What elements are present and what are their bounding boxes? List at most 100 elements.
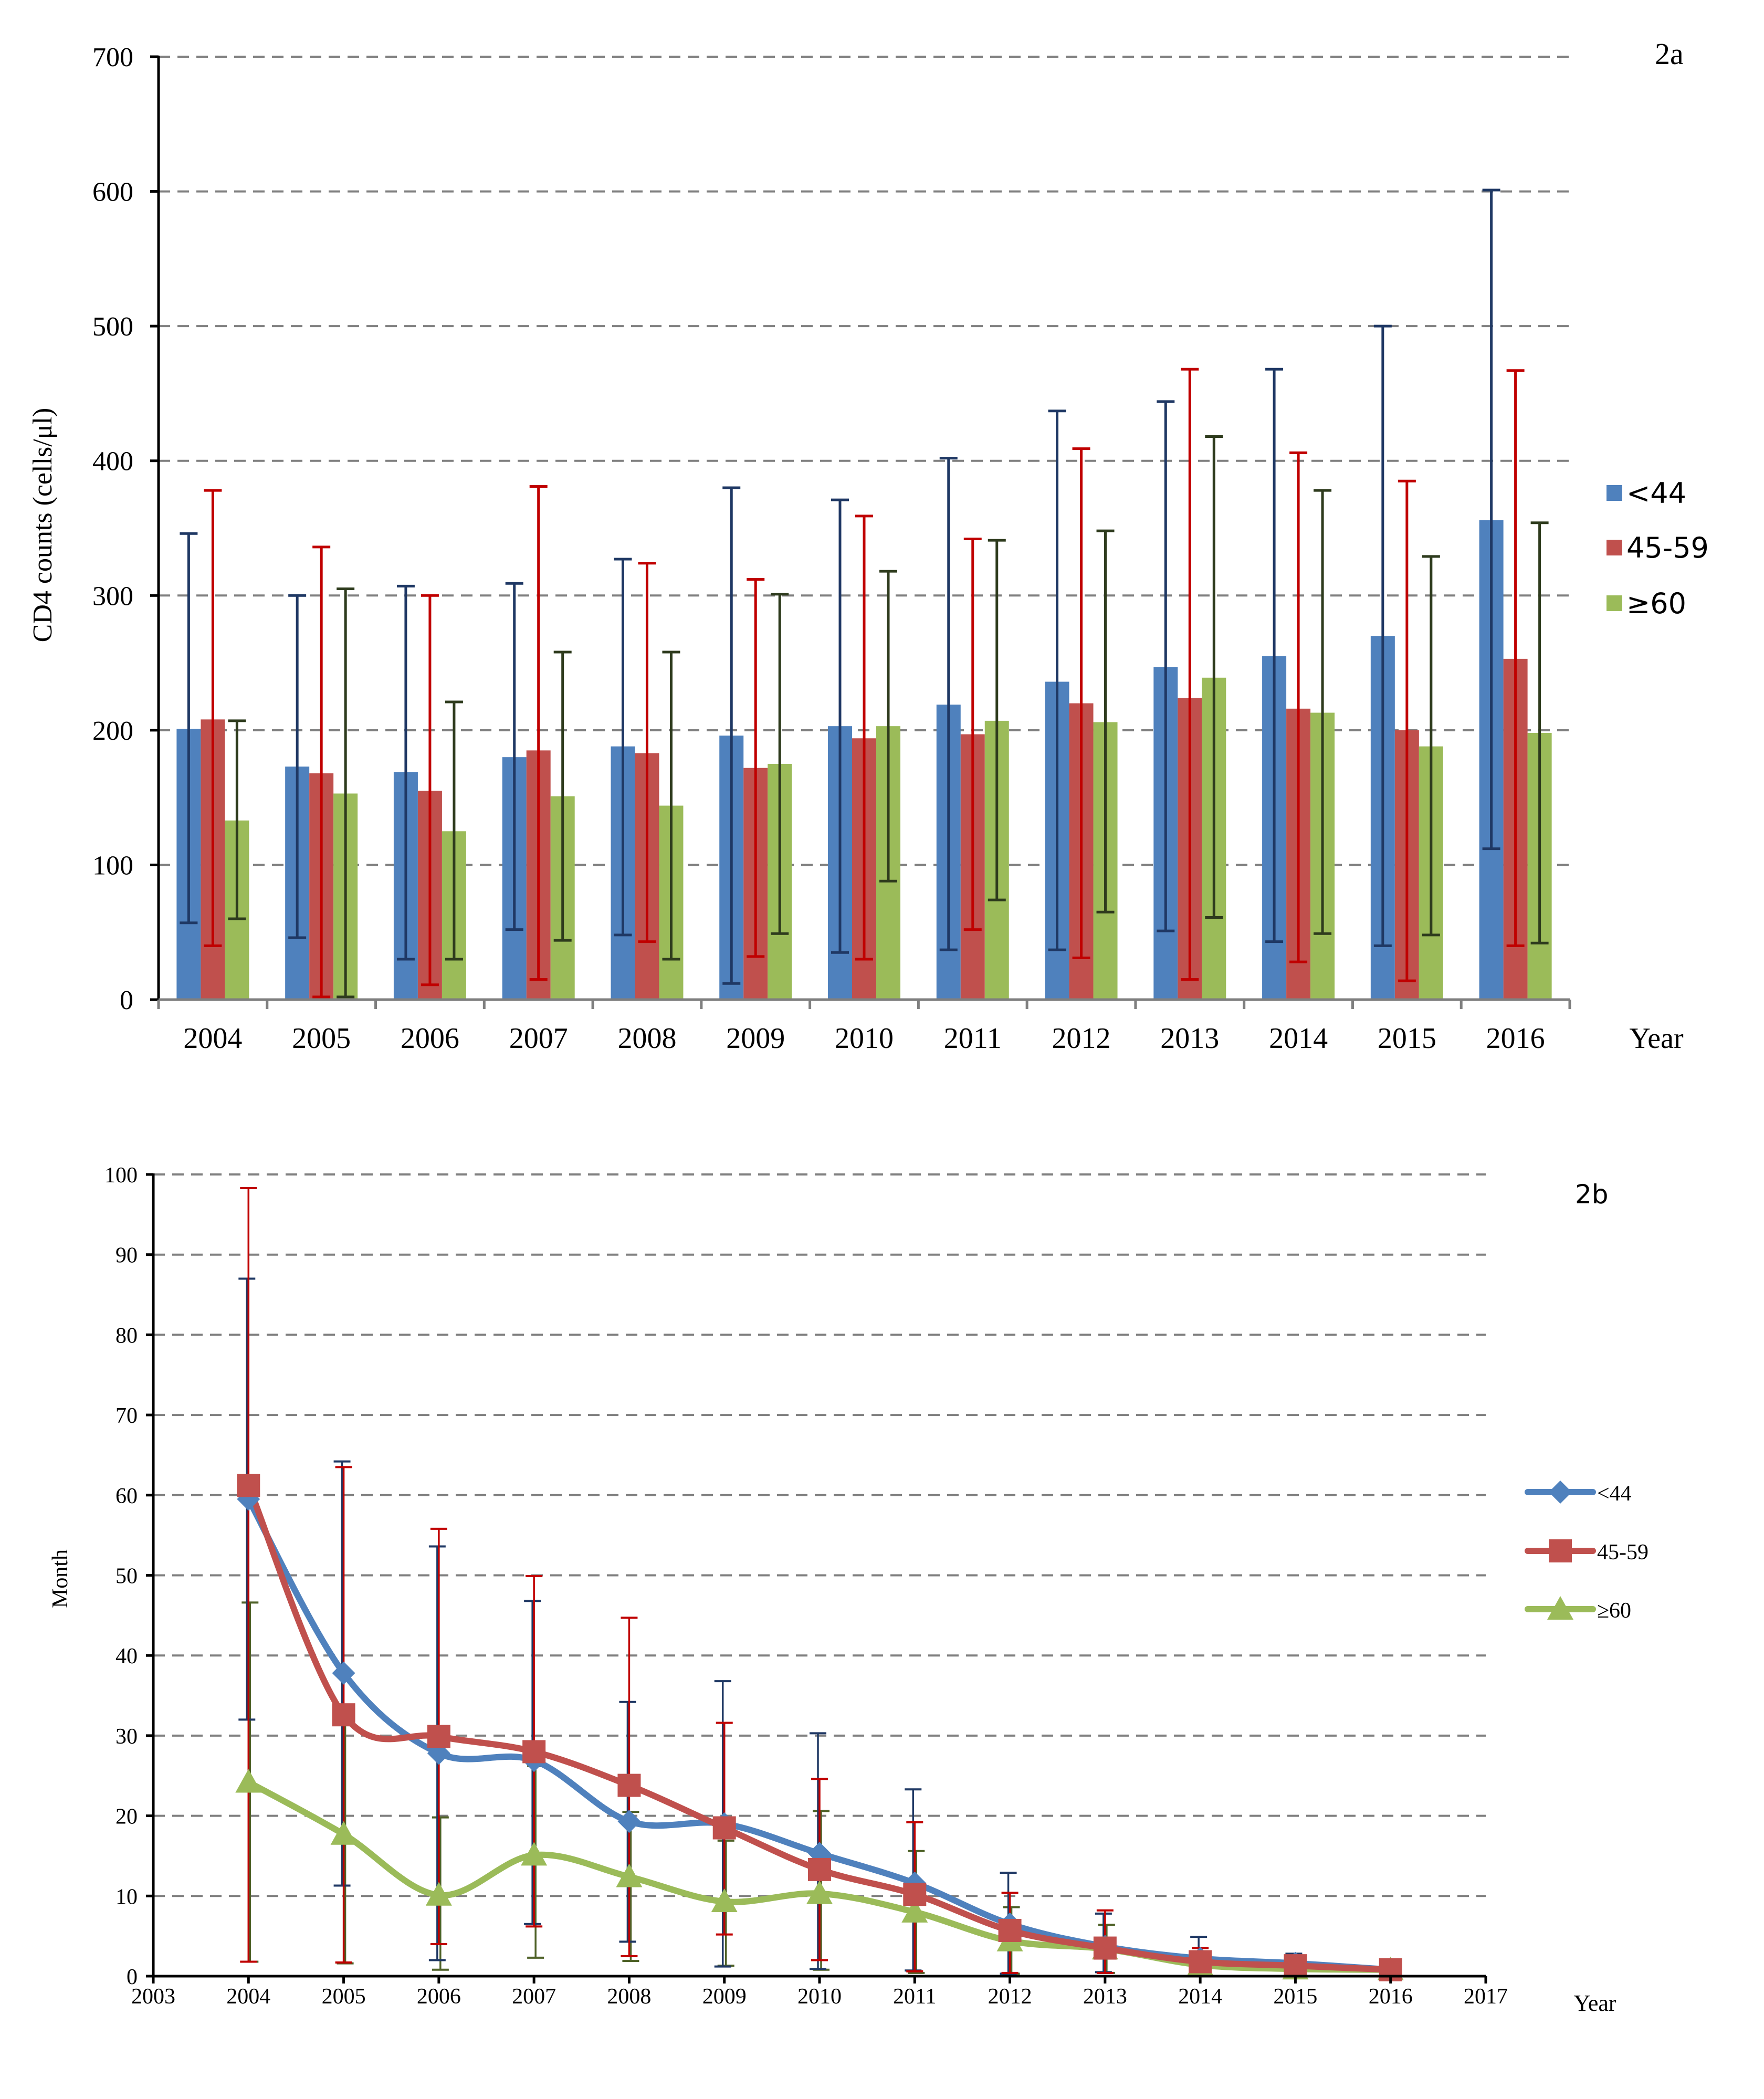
chart-2b-y-tick-label: 20 <box>116 1805 138 1829</box>
chart-2a-legend-swatch <box>1606 540 1622 555</box>
chart-2b-x-tick-label: 2010 <box>797 1985 842 2009</box>
chart-2b-data-point <box>237 1474 260 1497</box>
chart-2b-y-axis-label: Month <box>48 1549 72 1608</box>
chart-2b-data-point <box>616 1863 643 1887</box>
chart-2b-y-tick-label: 70 <box>116 1404 138 1428</box>
chart-2b-x-tick-label: 2006 <box>417 1985 461 2009</box>
chart-2a-x-tick-label: 2007 <box>509 1022 568 1055</box>
chart-2a-x-tick-label: 2009 <box>726 1022 785 1055</box>
chart-2a-legend-label: ≥60 <box>1626 587 1686 620</box>
chart-2a-y-tick-label: 700 <box>92 43 133 72</box>
chart-2b-data-point <box>808 1857 831 1881</box>
chart-2a-y-tick-label: 500 <box>92 312 133 342</box>
chart-2b-x-tick-labels: 2003 2004 2005 2006 2007 2008 2009 2010 2011 2012… <box>131 1985 1508 2009</box>
chart-2b-data-point <box>617 1773 641 1797</box>
chart-2a-x-tick-label: 2013 <box>1160 1022 1219 1055</box>
chart-2b-data-point <box>332 1661 355 1685</box>
chart-2b-data-point <box>712 1816 736 1840</box>
chart-2a-legend: <44 45-59 ≥60 <box>1606 477 1709 620</box>
chart-2a-x-tick-label: 2015 <box>1378 1022 1436 1055</box>
chart-2b-y-tick-label: 60 <box>116 1484 138 1508</box>
chart-2a-legend-label: <44 <box>1626 477 1686 510</box>
chart-2b-x-tick-label: 2014 <box>1178 1985 1222 2009</box>
chart-2a-y-tick-label: 100 <box>92 851 133 880</box>
chart-2a-y-tick-label: 400 <box>92 447 133 477</box>
chart-2a-x-tick-label: 2006 <box>401 1022 459 1055</box>
chart-2b-y-tick-label: 30 <box>116 1725 138 1749</box>
chart-2a-x-tick-label: 2014 <box>1269 1022 1328 1055</box>
chart-2b-y-tick-label: 40 <box>116 1644 138 1668</box>
chart-2b-x-tick-label: 2008 <box>607 1985 651 2009</box>
chart-2b-y-tick-label: 90 <box>116 1244 138 1268</box>
chart-2a-y-tick-labels: 0 100 200 300 400 500 600 700 <box>92 43 133 1015</box>
chart-2b-x-tick-label: 2012 <box>988 1985 1032 2009</box>
chart-2b-y-tick-label: 80 <box>116 1324 138 1348</box>
chart-2b-data-point <box>806 1880 833 1904</box>
chart-2b-y-tick-label: 0 <box>127 1965 138 1989</box>
chart-2b-x-tick-label: 2009 <box>702 1985 747 2009</box>
chart-2b-data-point <box>711 1888 738 1912</box>
chart-2b-x-tick-label: 2013 <box>1083 1985 1127 2009</box>
chart-2a-legend-swatch <box>1606 595 1622 611</box>
chart-2b-panel-label: 2b <box>1575 1179 1609 1210</box>
chart-2b-y-tick-label: 50 <box>116 1565 138 1589</box>
chart-2a-legend-label: 45-59 <box>1626 531 1709 564</box>
chart-2b-data-point <box>1093 1936 1117 1960</box>
chart-2b-data-point <box>998 1918 1022 1942</box>
chart-2b-data-point <box>427 1725 450 1748</box>
chart-2b-data-point <box>332 1703 355 1727</box>
chart-2b-data-point <box>1189 1950 1212 1974</box>
chart-2a-x-tick-label: 2004 <box>183 1022 242 1055</box>
chart-2b-data-point <box>330 1821 357 1845</box>
chart-2b-axes <box>146 1173 1487 1983</box>
chart-2a-x-tick-labels: 2004 2005 2006 2007 2008 2009 2010 2011 2012 2013… <box>183 1022 1545 1055</box>
chart-2a-x-tick-label: 2010 <box>835 1022 894 1055</box>
chart-2b-x-tick-label: 2011 <box>893 1985 936 2009</box>
chart-2b-y-tick-label: 10 <box>116 1885 138 1909</box>
chart-2b-legend-marker <box>1549 1481 1572 1504</box>
chart-2a-legend-swatch <box>1606 485 1622 501</box>
chart-2b-data-point <box>522 1740 546 1764</box>
chart-2b-legend-label: <44 <box>1597 1482 1632 1506</box>
chart-2a-x-tick-label: 2016 <box>1486 1022 1545 1055</box>
chart-2a-x-tick-label: 2005 <box>292 1022 351 1055</box>
chart-2b-x-tick-label: 2004 <box>226 1985 270 2009</box>
chart-2b-legend-marker <box>1547 1596 1573 1620</box>
chart-2b-data-point <box>425 1882 452 1906</box>
chart-2b-data-point <box>1284 1954 1307 1978</box>
chart-2a-y-tick-label: 0 <box>120 985 133 1015</box>
chart-2b-legend-label: ≥60 <box>1597 1599 1631 1623</box>
chart-2b-x-tick-label: 2007 <box>512 1985 556 2009</box>
chart-2b-y-tick-label: 100 <box>104 1163 138 1188</box>
chart-2a-y-tick-label: 300 <box>92 581 133 611</box>
chart-2a-x-tick-label: 2011 <box>944 1022 1002 1055</box>
chart-2a-panel-label: 2a <box>1655 37 1684 71</box>
chart-2b-x-tick-label: 2015 <box>1273 1985 1317 2009</box>
chart-2a-axes <box>150 55 1571 1009</box>
chart-2b-legend-label: 45-59 <box>1597 1540 1648 1565</box>
chart-2b-data-point <box>901 1898 928 1923</box>
chart-2b-x-tick-label: 2005 <box>322 1985 366 2009</box>
chart-2a-y-tick-label: 200 <box>92 716 133 746</box>
chart-2a-y-axis-label: CD4 counts (cells/μl) <box>28 408 58 643</box>
chart-2b-legend-marker <box>1549 1539 1572 1562</box>
chart-2b-x-tick-label: 2017 <box>1464 1985 1508 2009</box>
chart-2b-data-point <box>617 1810 641 1833</box>
chart-2b-markers <box>235 1474 1404 1981</box>
chart-2b-data-point <box>903 1883 927 1906</box>
chart-2b-x-tick-label: 2003 <box>131 1985 175 2009</box>
chart-2b-y-tick-labels: 0 10 20 30 40 50 60 70 80 90 100 <box>104 1163 138 1989</box>
chart-2b-legend: <44 45-59 ≥60 <box>1525 1481 1648 1623</box>
chart-2a-y-tick-label: 600 <box>92 177 133 207</box>
chart-2a-x-tick-label: 2008 <box>617 1022 676 1055</box>
chart-2b-x-axis-label: Year <box>1573 1990 1616 2016</box>
chart-2a-error-bars <box>180 188 1549 999</box>
chart-2b-x-tick-label: 2016 <box>1369 1985 1413 2009</box>
chart-2a-x-axis-label: Year <box>1629 1022 1684 1055</box>
chart-2b-data-point <box>521 1842 548 1866</box>
chart-2a-x-tick-label: 2012 <box>1052 1022 1111 1055</box>
chart-2b-data-point <box>235 1769 262 1793</box>
